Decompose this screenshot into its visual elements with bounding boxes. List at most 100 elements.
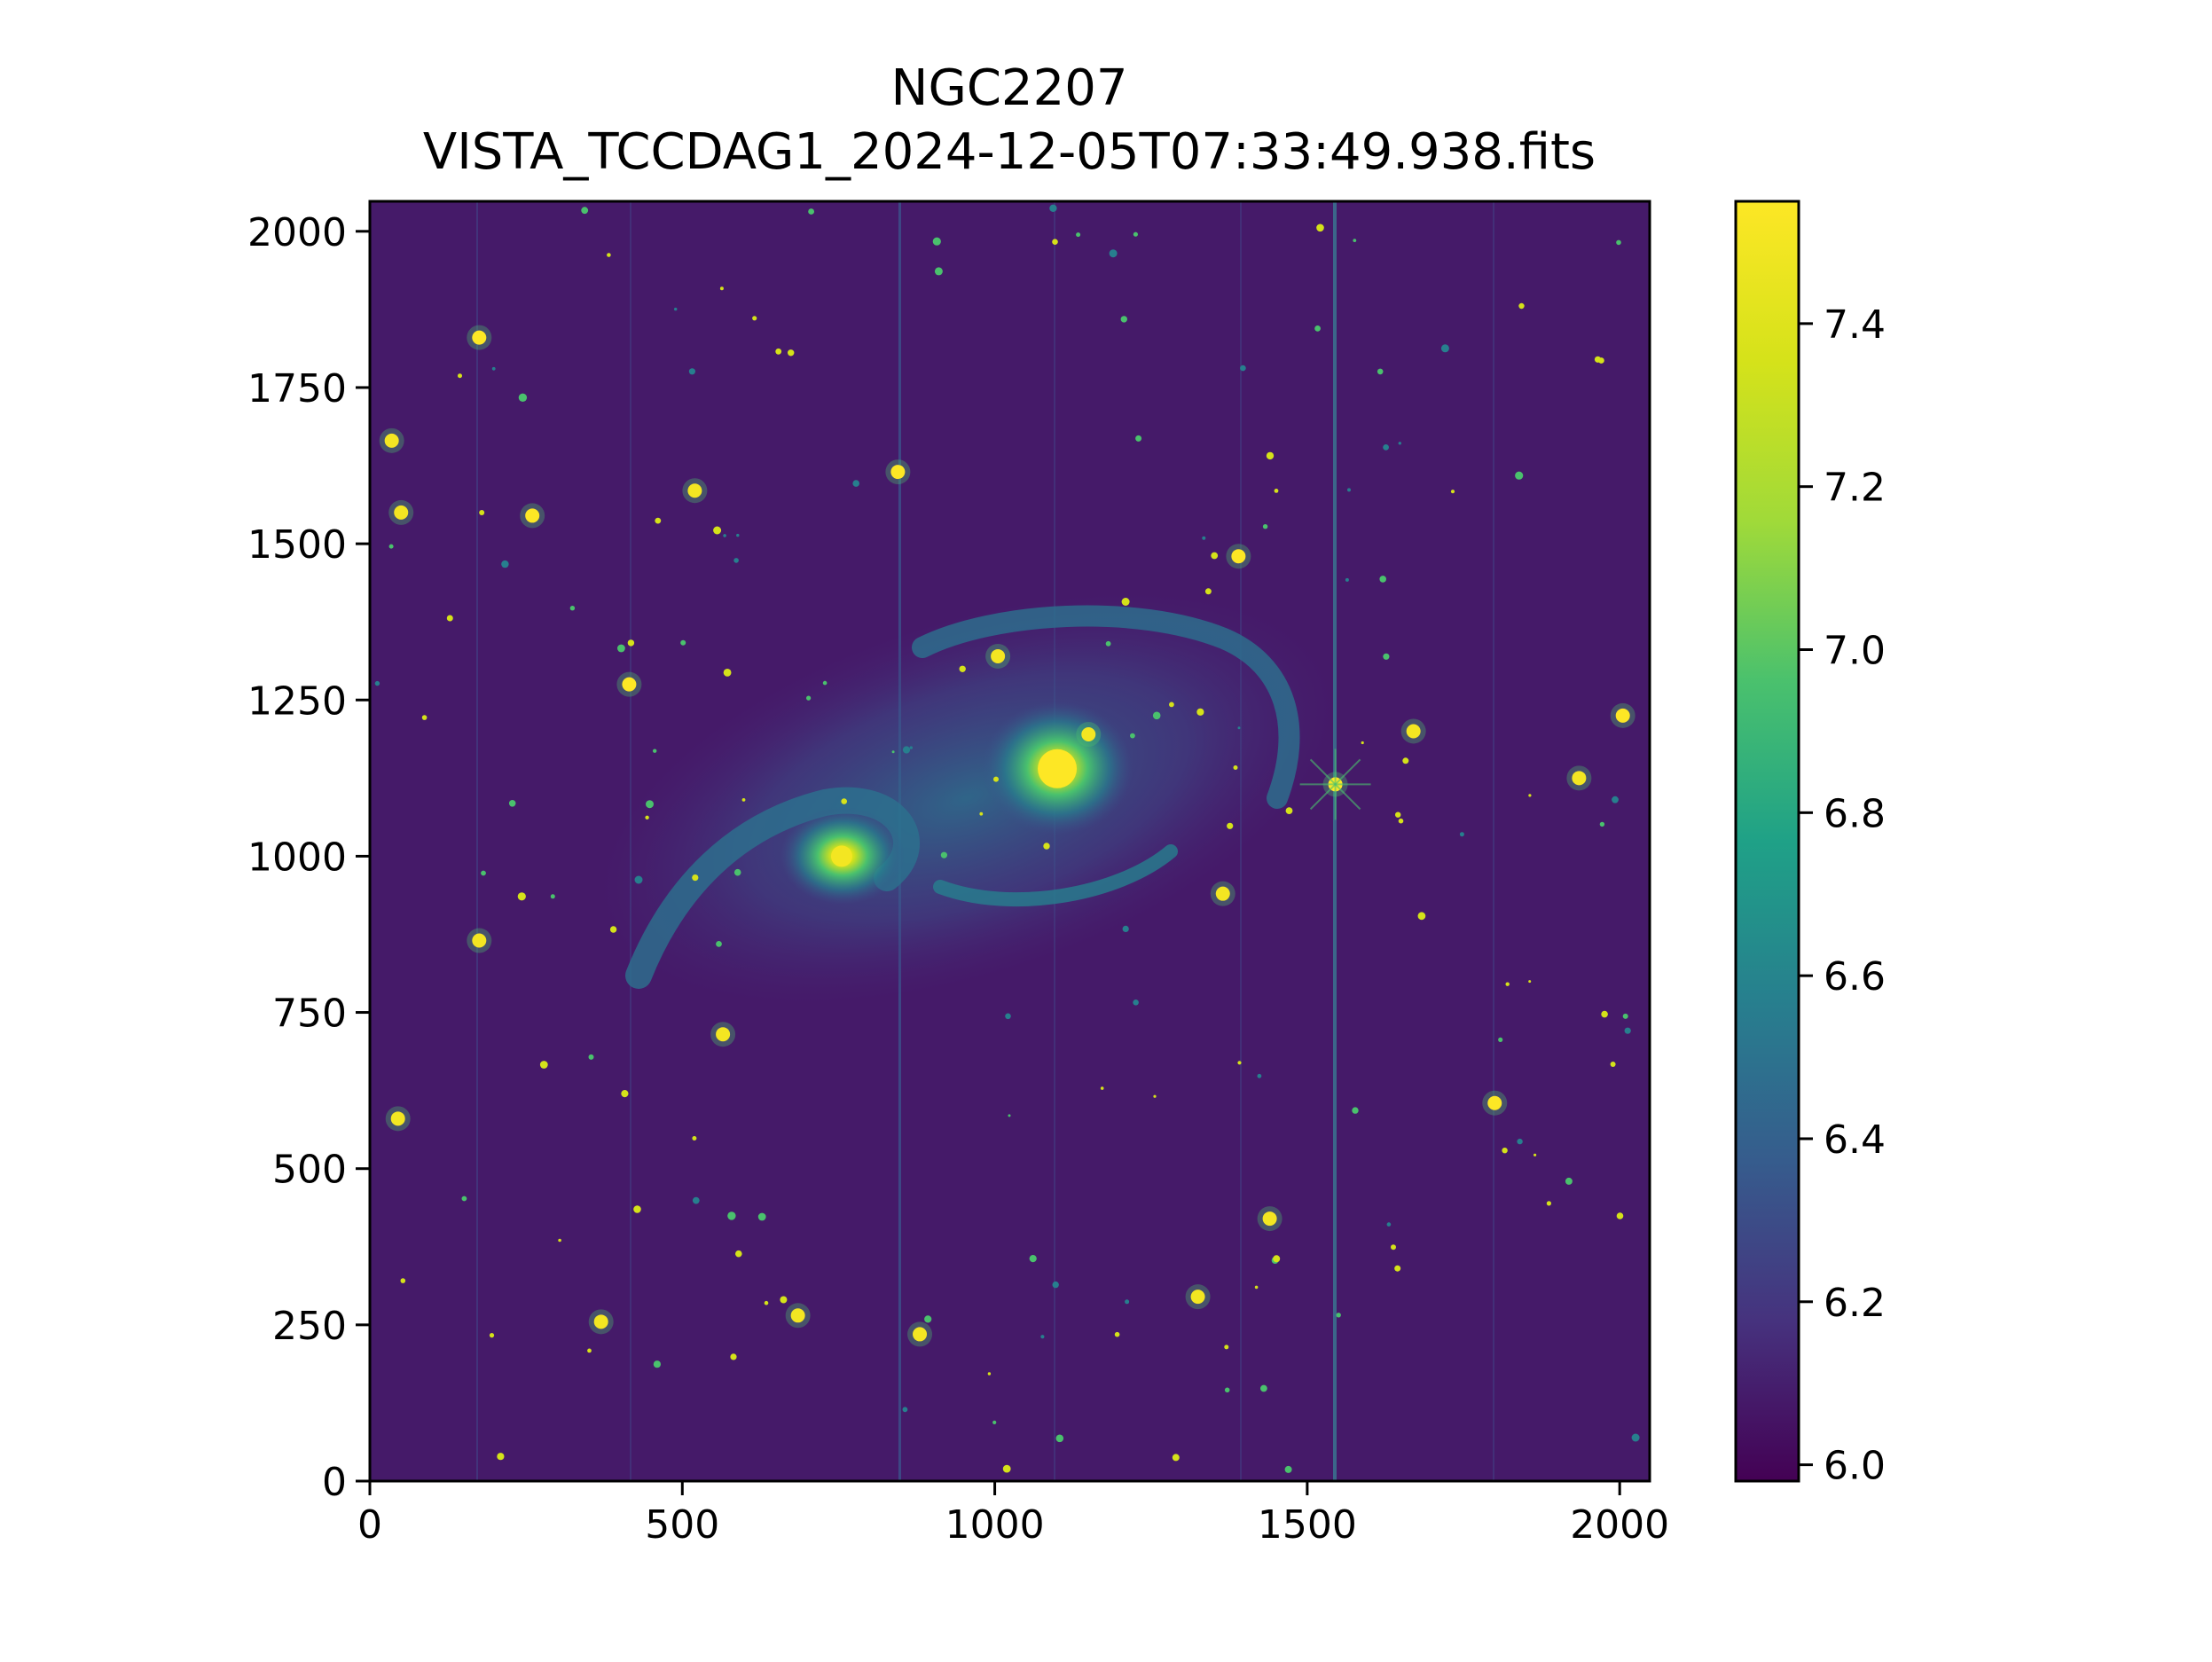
chart-subtitle: VISTA_TCCDAG1_2024-12-05T07:33:49.938.fi… [423,123,1596,181]
faint-star [518,892,526,900]
colorbar-tick-label: 6.0 [1824,1444,1886,1489]
faint-star [1402,757,1408,764]
faint-star [806,696,811,701]
faint-star [1383,654,1389,660]
faint-star [1008,1114,1011,1117]
faint-star [1238,726,1241,729]
faint-star [375,681,380,686]
faint-star [628,639,634,646]
bright-star [913,1327,927,1341]
y-tick-label: 500 [272,1148,347,1193]
faint-star [1227,823,1233,829]
colorbar-tick-label: 6.6 [1824,954,1886,1000]
faint-star [581,207,588,214]
faint-star [988,1372,991,1375]
faint-star [723,534,726,537]
faint-star [1133,232,1138,237]
galaxy-nucleus [831,845,852,866]
faint-star [1601,1011,1608,1018]
faint-star [1623,1014,1628,1019]
faint-star [924,1315,931,1322]
y-tick-label: 1500 [247,522,347,568]
faint-star [1122,598,1130,606]
faint-star [1123,926,1129,932]
faint-star [1347,488,1351,491]
colorbar-tick-label: 7.0 [1824,629,1886,674]
y-tick-label: 2000 [247,210,347,255]
colorbar-gradient [1736,201,1799,1481]
faint-star [720,286,724,290]
faint-star [653,749,656,753]
faint-star [492,367,496,371]
faint-star [1258,1074,1262,1078]
chart-title: NGC2207 [891,59,1128,117]
bright-star [1487,1096,1502,1110]
faint-star [1224,1344,1228,1349]
faint-star [1595,357,1601,363]
bright-star [791,1308,805,1322]
faint-star [401,1278,406,1283]
faint-star [497,1453,504,1460]
faint-star [765,1301,769,1305]
faint-star [1377,369,1384,375]
faint-star [1273,1255,1280,1262]
bright-star [472,934,486,948]
faint-star [481,871,486,876]
faint-star [1391,1244,1396,1250]
faint-star [1263,524,1267,529]
bright-star [1231,549,1245,563]
faint-star [1225,1388,1230,1393]
column-streak [1493,201,1494,1481]
y-axis: 0 250 500 750 1000 1250 1500 1750 2000 [247,210,370,1505]
bright-star [1081,727,1095,741]
faint-star [587,1349,592,1353]
faint-star [1316,223,1324,231]
faint-star [935,267,943,275]
bright-star [1616,709,1630,723]
faint-star [689,368,695,374]
faint-star [1612,796,1619,804]
bright-star [622,678,636,692]
x-tick-label: 0 [357,1502,382,1548]
faint-star [713,527,721,535]
faint-star [1005,1014,1011,1020]
colorbar-tick-label: 7.2 [1824,466,1886,511]
faint-star [788,349,794,356]
faint-star [758,1213,766,1221]
bright-star [394,506,408,520]
faint-star [960,666,966,672]
faint-star [1003,1465,1011,1473]
faint-star [462,1196,467,1202]
faint-star [540,1061,548,1069]
colorbar-ticks: 6.0 6.2 6.4 6.6 6.8 7.0 7.2 7.4 [1799,302,1886,1489]
faint-star [617,645,625,653]
y-tick-label: 0 [322,1460,347,1505]
x-tick-label: 1500 [1258,1502,1357,1548]
image-area [370,201,1650,1481]
faint-star [1379,576,1386,583]
faint-star [1255,1286,1259,1290]
y-tick-label: 250 [272,1304,347,1349]
faint-star [610,926,616,932]
faint-star [1418,912,1426,920]
faint-star [734,869,741,876]
faint-star [1547,1201,1551,1205]
faint-star [903,1407,908,1412]
faint-star [621,1090,628,1097]
faint-star [1196,709,1204,716]
faint-star [607,253,611,257]
faint-star [1361,741,1364,744]
faint-star [1517,1139,1522,1144]
bright-star [1191,1290,1205,1304]
faint-star [979,812,983,816]
bright-star [594,1314,608,1329]
faint-star [1205,588,1212,594]
faint-star [1441,344,1449,352]
faint-star [852,480,859,487]
faint-star [742,798,746,802]
faint-star [1387,1222,1392,1227]
faint-star [1611,1062,1616,1067]
faint-star [735,1250,742,1258]
y-tick-label: 750 [272,992,347,1037]
